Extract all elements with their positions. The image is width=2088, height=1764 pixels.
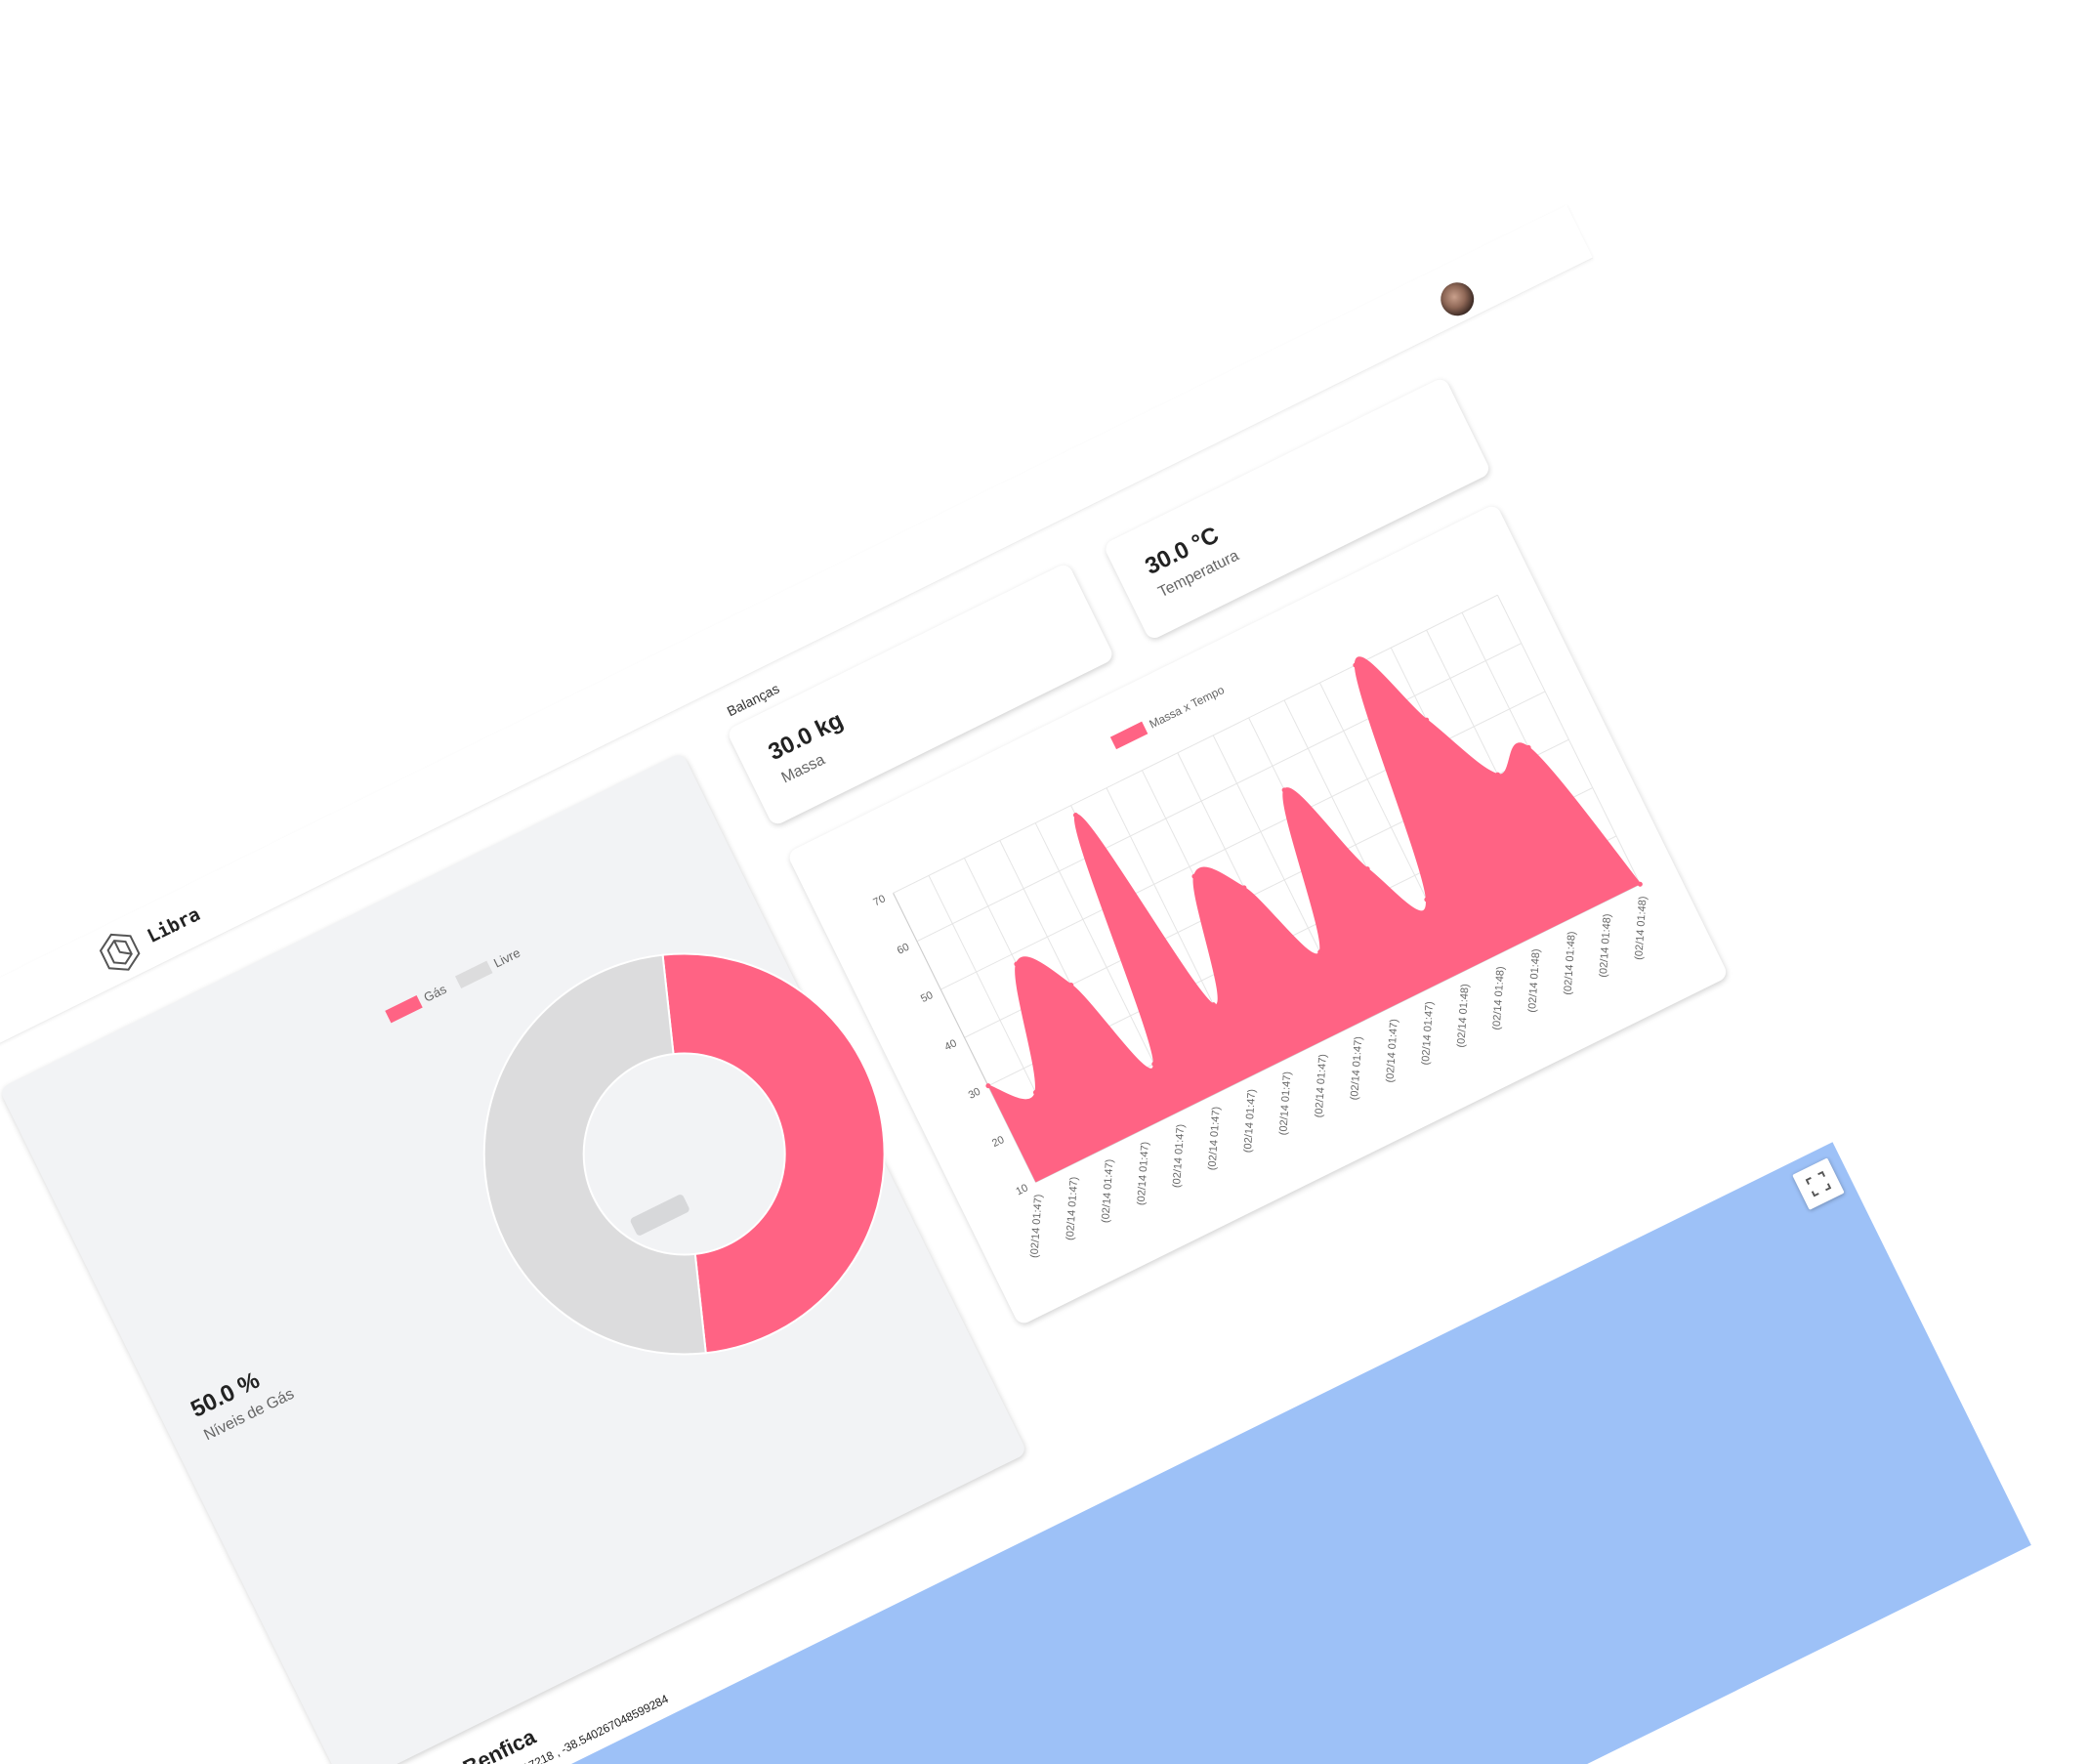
data-point[interactable] <box>1210 1001 1217 1008</box>
gas-donut-chart <box>416 897 952 1411</box>
data-point[interactable] <box>1525 744 1532 751</box>
x-tick-label: (02/14 01:47) <box>1314 1054 1329 1118</box>
mass-time-area-chart: 10 20 30 40 50 60 70 (02/14 01:47) (02/14 01:47)… <box>871 594 1650 1258</box>
y-tick-label: 50 <box>919 989 935 1005</box>
legend-item-gas[interactable]: Gás <box>385 982 449 1024</box>
data-point[interactable] <box>1352 662 1358 669</box>
x-tick-label: (02/14 01:47) <box>1420 1001 1436 1066</box>
x-tick-label: (02/14 01:48) <box>1455 984 1471 1048</box>
x-tick-label: (02/14 01:47) <box>1065 1176 1080 1240</box>
chart-legend[interactable]: Massa x Tempo <box>1109 683 1228 750</box>
data-point[interactable] <box>1241 885 1248 892</box>
x-tick-label: (02/14 01:47) <box>1349 1036 1364 1101</box>
gas-level-card: 50.0 % Níveis de Gás Gás Livre <box>0 752 1028 1764</box>
data-point[interactable] <box>1494 772 1501 778</box>
y-tick-label: 10 <box>1014 1182 1029 1197</box>
data-point[interactable] <box>1423 717 1430 724</box>
donut-slice-livre[interactable] <box>416 945 829 1411</box>
data-point[interactable] <box>1072 812 1079 819</box>
top-navbar: Libra <box>0 204 1594 1079</box>
data-point[interactable] <box>985 1082 992 1089</box>
app-window: Libra Balanças 50.0 % Níveis de Gás Gás … <box>0 204 2088 1764</box>
x-tick-label: (02/14 01:47) <box>1277 1071 1293 1136</box>
legend-swatch-gas <box>385 994 423 1023</box>
data-point[interactable] <box>1014 961 1021 968</box>
x-tick-label: (02/14 01:47) <box>1100 1158 1115 1223</box>
y-tick-label: 70 <box>871 893 887 908</box>
donut-slice-gas[interactable] <box>539 897 952 1364</box>
x-tick-label: (02/14 01:47) <box>1206 1107 1222 1171</box>
brand-name: Libra <box>144 903 204 948</box>
x-tick-label: (02/14 01:47) <box>1171 1124 1187 1189</box>
x-tick-label: (02/14 01:48) <box>1598 913 1613 978</box>
data-point[interactable] <box>1150 1061 1157 1068</box>
data-point[interactable] <box>1316 948 1323 955</box>
x-tick-label: (02/14 01:47) <box>1384 1019 1399 1083</box>
map-canvas[interactable]: Mapa Satélite <box>378 1142 2031 1764</box>
fullscreen-button[interactable] <box>1792 1157 1845 1210</box>
x-tick-label: (02/14 01:47) <box>1242 1089 1258 1154</box>
data-point[interactable] <box>1364 865 1371 872</box>
y-tick-label: 60 <box>896 942 911 957</box>
x-tick-label: (02/14 01:48) <box>1633 896 1649 960</box>
series-area-massa <box>987 657 1641 1183</box>
y-tick-label: 20 <box>990 1134 1006 1150</box>
data-point[interactable] <box>1032 1089 1039 1096</box>
data-point[interactable] <box>1281 787 1288 794</box>
x-tick-label: (02/14 01:47) <box>1028 1194 1044 1258</box>
legend-swatch-massa <box>1109 721 1148 750</box>
data-point[interactable] <box>1637 881 1644 888</box>
legend-swatch-livre <box>454 960 493 988</box>
user-avatar[interactable] <box>1435 276 1480 322</box>
x-tick-label: (02/14 01:47) <box>1136 1141 1151 1205</box>
x-tick-label: (02/14 01:48) <box>1491 966 1507 1030</box>
brand[interactable]: Libra <box>90 893 209 982</box>
legend-label-massa: Massa x Tempo <box>1148 683 1228 732</box>
y-gridline <box>916 643 1522 943</box>
legend-label-gas: Gás <box>421 981 449 1005</box>
hexagon-logo-icon <box>99 933 141 971</box>
y-tick-label: 40 <box>942 1037 958 1053</box>
fullscreen-icon <box>1805 1170 1832 1197</box>
y-gridline <box>893 594 1498 894</box>
legend-item-livre[interactable]: Livre <box>454 945 522 988</box>
y-tick-label: 30 <box>967 1086 982 1102</box>
data-point[interactable] <box>1191 873 1198 880</box>
mass-time-chart-card: 10 20 30 40 50 60 70 (02/14 01:47) (02/14 01:47)… <box>786 503 1730 1326</box>
map-section: Shopping Benfica Coordenadas: 3.73880658… <box>355 1093 2033 1764</box>
data-point[interactable] <box>1424 897 1431 903</box>
x-tick-label: (02/14 01:48) <box>1526 948 1542 1013</box>
x-tick-label: (02/14 01:48) <box>1563 931 1578 995</box>
legend-label-livre: Livre <box>491 945 523 971</box>
data-point[interactable] <box>1067 982 1074 988</box>
x-gridline <box>1497 595 1641 885</box>
